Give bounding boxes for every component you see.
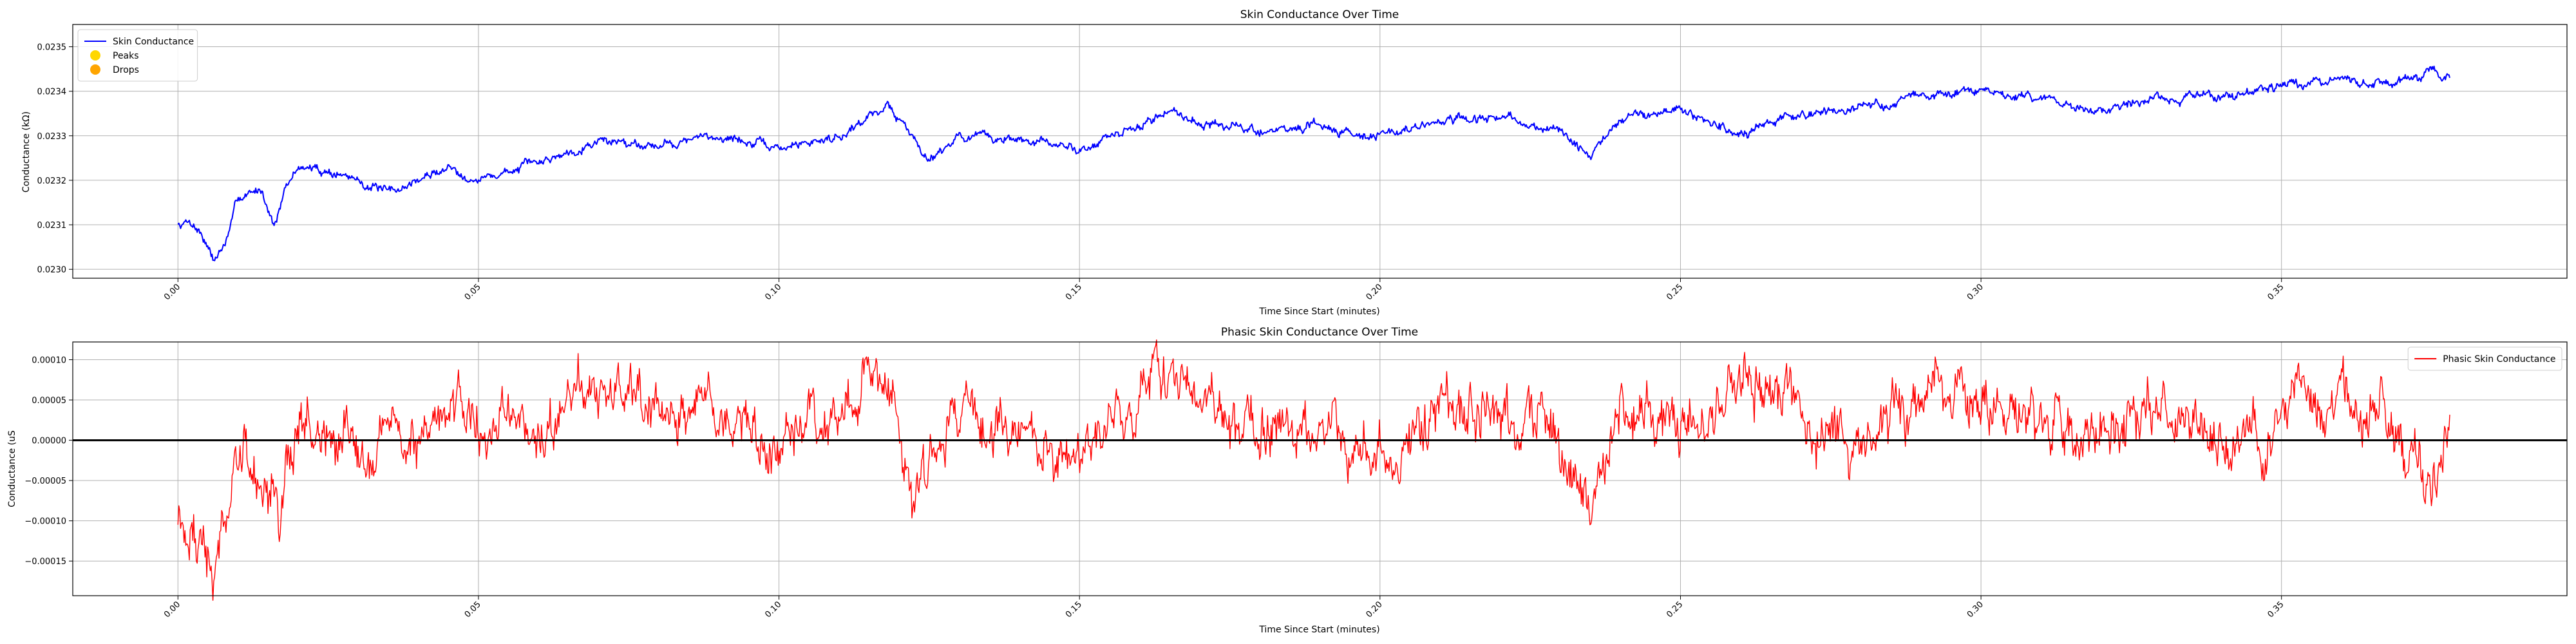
legend-label-drops: Drops xyxy=(113,65,139,75)
legend-box xyxy=(77,29,198,82)
y-tick-label: 0.0230 xyxy=(37,265,67,275)
y-tick-label: 0.00000 xyxy=(32,437,66,446)
legend-swatch-peaks xyxy=(90,50,100,61)
y-tick-label: 0.0232 xyxy=(37,176,67,186)
y-tick-label: 0.0233 xyxy=(37,132,67,142)
legend-label-skin-conductance: Skin Conductance xyxy=(113,37,194,47)
y-tick-label: −0.00010 xyxy=(24,517,66,527)
series-line-phasic-skin-conductance xyxy=(177,339,2450,601)
y-axis-label: Conductance (kΩ) xyxy=(21,111,32,193)
y-tick-label: 0.00005 xyxy=(32,396,66,406)
y-tick-label: 0.0231 xyxy=(37,221,67,231)
y-tick-label: 0.0234 xyxy=(37,88,67,97)
legend: Skin Conductance Peaks Drops xyxy=(77,29,198,82)
plot-frame xyxy=(72,24,2568,279)
y-tick-label: −0.00005 xyxy=(24,477,66,486)
data-marks xyxy=(177,65,2450,261)
legend-label-peaks: Peaks xyxy=(113,51,139,61)
x-axis-label: Time Since Start (minutes) xyxy=(1258,307,1379,317)
y-axis-ticks: 0.0230 0.0231 0.0232 0.0233 0.0234 0.0235 xyxy=(37,43,73,275)
y-tick-label: −0.00015 xyxy=(24,557,66,567)
phasic-skin-conductance-chart: Phasic Skin Conductance Over Time 0.00 0.… xyxy=(7,326,2568,635)
x-axis-label: Time Since Start (minutes) xyxy=(1258,625,1379,635)
series-line-skin-conductance xyxy=(177,65,2450,261)
y-axis-ticks: −0.00015 −0.00010 −0.00005 0.00000 0.00005 0.… xyxy=(24,356,73,567)
y-tick-label: 0.00010 xyxy=(32,356,66,366)
plot-frame xyxy=(72,341,2568,596)
chart-title: Phasic Skin Conductance Over Time xyxy=(1221,326,1418,339)
skin-conductance-chart: Skin Conductance Over Time 0.00 0.05 0.10 0… xyxy=(21,8,2568,317)
legend-box xyxy=(2407,346,2562,371)
legend-swatch-drops xyxy=(90,64,100,75)
data-marks xyxy=(73,339,2567,601)
legend-label-phasic-skin-conductance: Phasic Skin Conductance xyxy=(2443,354,2555,365)
y-axis-label: Conductance (uS xyxy=(7,430,17,507)
legend: Phasic Skin Conductance xyxy=(2407,346,2562,371)
y-tick-label: 0.0235 xyxy=(37,43,67,53)
chart-title: Skin Conductance Over Time xyxy=(1240,8,1399,21)
